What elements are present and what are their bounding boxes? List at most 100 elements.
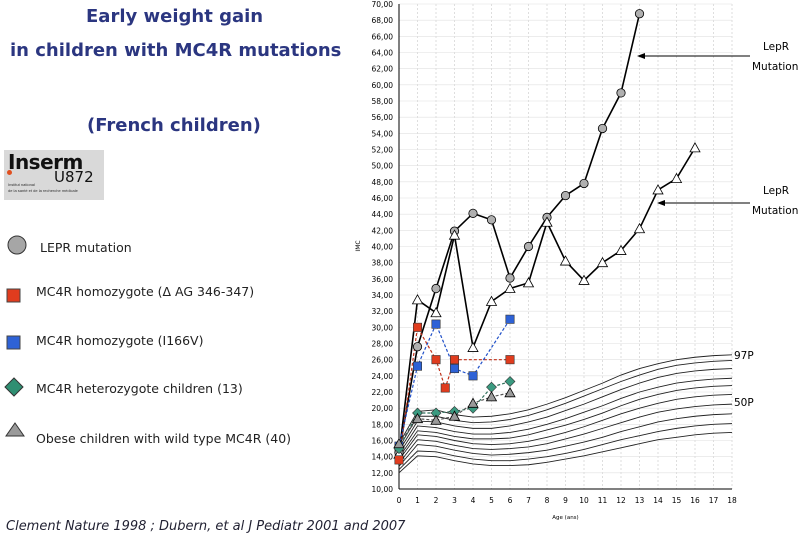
logo-sub-1: Institut national xyxy=(8,182,35,187)
circle-marker-icon xyxy=(7,235,27,255)
y-tick-label: 58,00 xyxy=(372,97,394,106)
circle-data-point xyxy=(523,241,534,252)
y-tick-label: 26,00 xyxy=(372,356,394,365)
y-tick-label: 24,00 xyxy=(372,372,394,381)
triangle-data-point xyxy=(448,410,461,421)
triangle-data-point xyxy=(504,386,516,398)
y-tick-label: 46,00 xyxy=(372,194,394,203)
arrow-head-icon xyxy=(657,200,665,206)
logo-name: Inserm xyxy=(8,150,83,174)
x-tick-label: 1 xyxy=(415,496,420,505)
x-tick-label: 0 xyxy=(397,496,402,505)
circle-data-point xyxy=(597,123,608,134)
x-tick-label: 2 xyxy=(434,496,439,505)
reference-curve-line xyxy=(398,431,733,474)
inserm-logo: Inserm U872 Institut national de la sant… xyxy=(4,150,104,200)
y-tick-label: 54,00 xyxy=(372,129,394,138)
annotation-97p: 97P xyxy=(734,350,754,362)
reference-curve-line xyxy=(398,377,733,455)
circle-data-point xyxy=(579,178,589,189)
y-tick-label: 68,00 xyxy=(372,16,394,25)
square-data-point xyxy=(449,364,459,374)
circle-data-point xyxy=(468,208,478,218)
red-square-marker-icon xyxy=(6,288,21,303)
title-line-3: (French children) xyxy=(87,115,261,136)
square-data-point xyxy=(505,314,515,324)
triangle-data-point xyxy=(559,255,572,266)
square-data-point xyxy=(412,361,422,371)
y-tick-label: 62,00 xyxy=(372,65,394,74)
y-tick-label: 66,00 xyxy=(372,32,394,41)
y-tick-label: 38,00 xyxy=(372,259,394,268)
arrow-head-icon xyxy=(637,53,645,59)
triangle-data-point xyxy=(430,414,442,425)
diamond-data-point xyxy=(504,376,516,387)
annotation-lepr-1-title: LepR xyxy=(763,41,789,53)
legend-label-wild-type: Obese children with wild type MC4R (40) xyxy=(36,431,292,446)
x-tick-label: 13 xyxy=(635,496,645,505)
x-tick-label: 10 xyxy=(579,496,589,505)
logo-sub-2: de la santé et de la recherche médicale xyxy=(8,188,78,193)
reference-curve-line xyxy=(398,413,733,467)
square-data-point xyxy=(431,319,441,329)
triangle-data-point xyxy=(504,282,516,293)
square-data-point xyxy=(431,355,441,365)
square-data-point xyxy=(505,355,515,365)
x-tick-label: 9 xyxy=(563,496,568,505)
y-tick-label: 64,00 xyxy=(372,49,394,58)
circle-data-point xyxy=(486,215,497,225)
reference-curve-line xyxy=(398,368,733,452)
series-line xyxy=(398,13,641,453)
series-line xyxy=(398,318,511,447)
triangle-data-point xyxy=(467,397,479,408)
y-tick-label: 16,00 xyxy=(372,437,394,446)
circle-data-point xyxy=(634,9,645,19)
triangle-data-point xyxy=(689,142,701,153)
y-tick-label: 36,00 xyxy=(372,275,394,284)
circle-data-point xyxy=(412,342,423,352)
y-tick-label: 12,00 xyxy=(372,469,394,478)
blue-square-marker-icon xyxy=(6,335,21,350)
y-tick-label: 50,00 xyxy=(372,162,394,171)
circle-data-point xyxy=(560,190,571,201)
x-tick-label: 6 xyxy=(508,496,513,505)
circle-data-point xyxy=(505,273,515,283)
triangle-data-point xyxy=(411,294,424,305)
triangle-data-point xyxy=(652,184,664,195)
square-data-point xyxy=(412,322,422,332)
x-tick-label: 12 xyxy=(616,496,626,505)
y-tick-label: 32,00 xyxy=(372,307,394,316)
x-tick-label: 3 xyxy=(452,496,457,505)
diamond-data-point xyxy=(486,381,497,393)
y-tick-label: 18,00 xyxy=(372,420,394,429)
y-tick-label: 10,00 xyxy=(372,485,394,494)
diamond-marker-icon xyxy=(4,377,24,397)
reference-curve-line xyxy=(398,385,733,458)
triangle-data-point xyxy=(615,244,627,255)
legend-label-mc4r-i166v: MC4R homozygote (I166V) xyxy=(36,333,204,348)
square-data-point xyxy=(468,371,478,381)
triangle-data-point xyxy=(578,274,590,285)
triangle-data-point xyxy=(633,222,646,234)
logo-dot-icon xyxy=(7,170,12,175)
triangle-data-point xyxy=(670,172,683,184)
triangle-marker-icon xyxy=(5,422,25,437)
circle-data-point xyxy=(616,88,626,98)
triangle-data-point xyxy=(522,277,535,288)
x-axis-label: Age (ans) xyxy=(552,515,578,521)
triangle-data-point xyxy=(430,306,442,318)
circle-data-point xyxy=(431,283,441,294)
y-tick-label: 34,00 xyxy=(372,291,394,300)
y-tick-label: 48,00 xyxy=(372,178,394,187)
square-data-point xyxy=(440,383,450,393)
x-tick-label: 11 xyxy=(598,496,608,505)
triangle-data-point xyxy=(411,412,424,424)
x-tick-label: 8 xyxy=(545,496,550,505)
y-tick-label: 44,00 xyxy=(372,210,394,219)
legend-label-lepr: LEPR mutation xyxy=(40,240,132,255)
y-tick-label: 56,00 xyxy=(372,113,394,122)
y-axis-label: IMC xyxy=(355,240,362,251)
y-tick-label: 60,00 xyxy=(372,81,394,90)
citation-footer: Clement Nature 1998 ; Dubern, et al J Pe… xyxy=(6,519,406,534)
